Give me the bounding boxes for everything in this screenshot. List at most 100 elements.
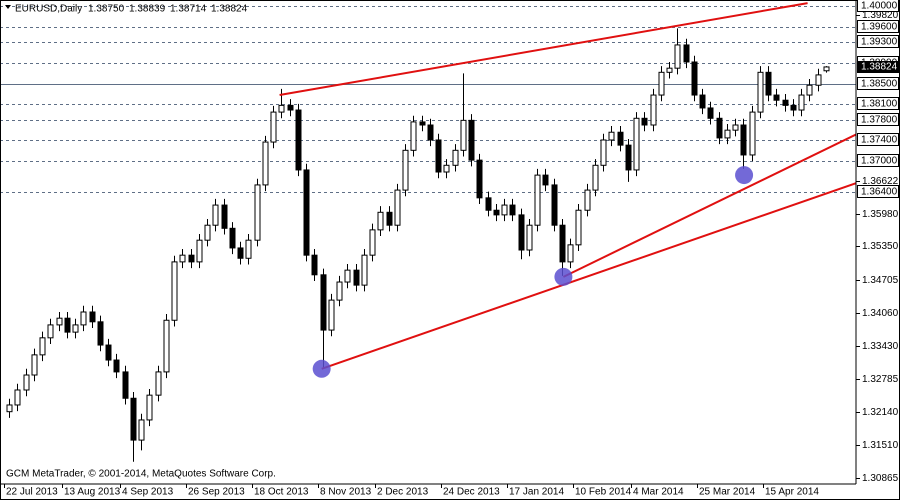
candle-body (551, 184, 558, 226)
candle-body (468, 119, 475, 161)
level-label-box (857, 113, 899, 126)
x-tick-label: 18 Oct 2013 (254, 487, 309, 498)
x-tick-label: 24 Dec 2013 (443, 487, 500, 498)
candle-body (658, 71, 665, 96)
candle-body (773, 94, 780, 101)
candle-body (485, 197, 492, 211)
candle-body (493, 209, 500, 216)
y-tick-label: 1.32785 (862, 374, 899, 385)
candle-body (89, 311, 96, 323)
candle-body (584, 189, 591, 211)
candle-body (179, 254, 186, 263)
candle-body (23, 374, 30, 391)
y-tick-label: 1.35350 (862, 241, 899, 252)
candle-body (14, 389, 21, 406)
candle-body (39, 337, 46, 356)
trendline (562, 133, 856, 278)
level-label-box (857, 133, 899, 146)
candle-body (311, 254, 318, 276)
candle-body (575, 209, 582, 246)
candle-body (113, 359, 120, 373)
level-label: 1.36400 (861, 187, 898, 198)
level-label: 1.37400 (861, 135, 898, 146)
candle-body (72, 324, 79, 333)
candle-body (443, 164, 450, 173)
candle-body (526, 224, 533, 251)
candle-body (625, 144, 632, 171)
candle-body (138, 419, 145, 441)
candle-body (608, 131, 615, 141)
y-tick-label: 1.34060 (862, 308, 899, 319)
level-label-box (857, 20, 899, 33)
candle-body (509, 204, 516, 216)
candle-body (732, 124, 739, 131)
candle-body (47, 324, 54, 339)
candle-body (336, 281, 343, 301)
candle-body (617, 131, 624, 146)
y-tick-label: 1.34705 (862, 275, 899, 286)
candle-body (476, 159, 483, 199)
candle-body (328, 299, 335, 331)
candle-body (344, 269, 351, 283)
candle-body (353, 269, 360, 286)
chart-title: EURUSD,Daily (15, 4, 82, 15)
candle-body (534, 174, 541, 226)
candle-body (435, 139, 442, 173)
x-tick-label: 13 Aug 2013 (64, 487, 121, 498)
candle-body (320, 274, 327, 331)
level-label-box (857, 154, 899, 167)
candle-body (361, 254, 368, 286)
quote-high: 1.38839 (129, 4, 166, 15)
x-tick-label: 25 Mar 2014 (699, 487, 756, 498)
level-label: 1.38500 (861, 79, 898, 90)
candle-body (287, 104, 294, 111)
candle-body (394, 189, 401, 226)
x-tick-label: 4 Mar 2014 (633, 487, 684, 498)
candle-body (377, 211, 384, 231)
price-box (857, 61, 899, 73)
candle-body (823, 66, 830, 72)
trendline (321, 182, 856, 370)
level-label-box (857, 185, 899, 198)
candle-body (278, 104, 285, 113)
candle-body (650, 94, 657, 126)
candle-body (674, 44, 681, 69)
pivot-marker (735, 166, 754, 185)
y-tick-label: 1.33430 (862, 341, 899, 352)
candle-body (410, 121, 417, 151)
candle-body (204, 224, 211, 241)
candle-body (6, 404, 13, 413)
candle-body (229, 227, 236, 249)
candle-body (56, 317, 63, 326)
candle-body (790, 104, 797, 111)
x-tick-label: 17 Jan 2014 (509, 487, 564, 498)
candle-body (707, 107, 714, 119)
level-label: 1.39300 (861, 37, 898, 48)
candle-body (749, 111, 756, 156)
y-tick-label: 1.31510 (862, 440, 899, 451)
candle-body (740, 124, 747, 156)
candle-body (460, 119, 467, 151)
level-label: 1.38100 (861, 99, 898, 110)
candle-body (245, 239, 252, 259)
candle-body (427, 124, 434, 141)
candle-body (146, 394, 153, 421)
candle-body (270, 111, 277, 143)
candle-body (386, 211, 393, 226)
plot-area (0, 2, 856, 462)
candle-body (542, 174, 549, 186)
x-tick-label: 2 Dec 2013 (377, 487, 429, 498)
y-tick-label: 1.32140 (862, 407, 899, 418)
x-tick-label: 26 Sep 2013 (188, 487, 245, 498)
candle-body (757, 71, 764, 113)
candle-body (641, 117, 648, 126)
candle-body (765, 71, 772, 96)
trendline (279, 2, 808, 97)
candle-body (419, 121, 426, 126)
x-tick-label: 8 Nov 2013 (320, 487, 372, 498)
candle-body (452, 149, 459, 166)
candle-body (559, 224, 566, 263)
candle-body (171, 261, 178, 321)
